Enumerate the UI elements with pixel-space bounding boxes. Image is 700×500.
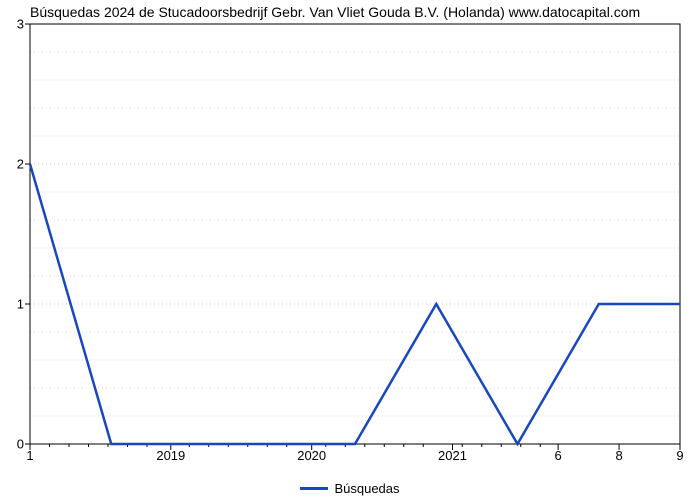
plot-area (30, 24, 680, 444)
legend: Búsquedas (0, 480, 700, 496)
y-tick-label: 0 (0, 437, 24, 452)
chart-title: Búsquedas 2024 de Stucadoorsbedrijf Gebr… (30, 4, 690, 20)
x-tick-label: 2019 (156, 448, 185, 463)
x-tick-label: 2020 (297, 448, 326, 463)
minor-horizontal-grid (30, 52, 680, 416)
x-tick-label: 8 (615, 448, 622, 463)
chart-svg (30, 24, 680, 444)
major-horizontal-grid (30, 164, 680, 304)
x-tick-label: 2021 (438, 448, 467, 463)
plot-border (30, 24, 680, 444)
y-tick-label: 3 (0, 17, 24, 32)
y-tick-label: 2 (0, 157, 24, 172)
x-tick-label: 9 (676, 448, 683, 463)
x-tick-label: 6 (555, 448, 562, 463)
y-tick-label: 1 (0, 297, 24, 312)
legend-label: Búsquedas (334, 481, 399, 496)
legend-line-icon (300, 487, 328, 490)
line-chart: Búsquedas 2024 de Stucadoorsbedrijf Gebr… (0, 0, 700, 500)
x-tick-label: 1 (26, 448, 33, 463)
major-y-ticks (25, 24, 30, 444)
